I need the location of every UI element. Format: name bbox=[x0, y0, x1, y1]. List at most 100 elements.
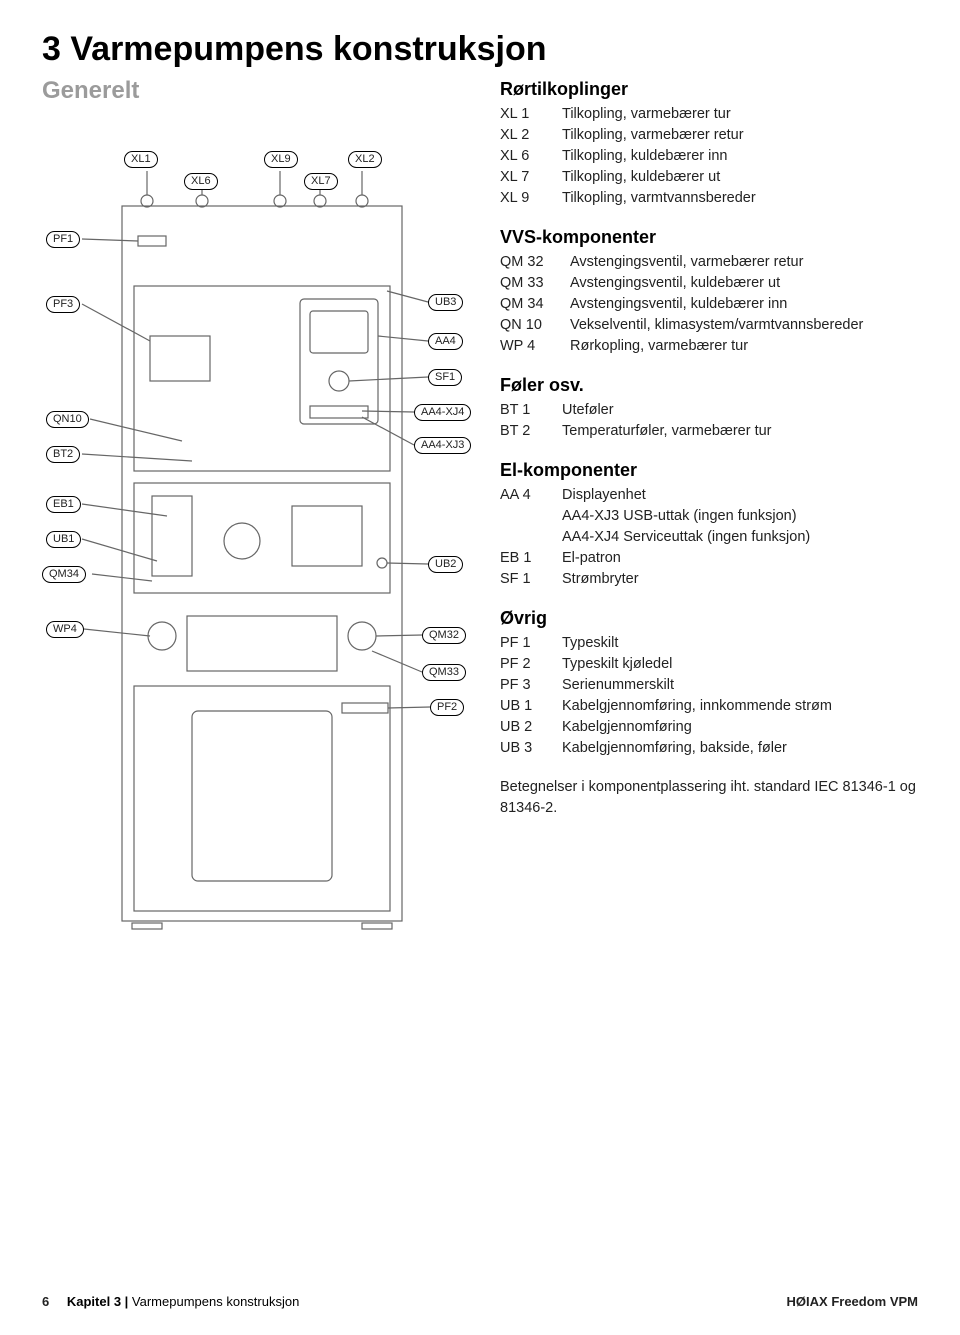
footer-chapter: Kapitel 3 | bbox=[67, 1294, 128, 1309]
section-title-foler: Føler osv. bbox=[500, 375, 918, 396]
definition-row: XL 6Tilkopling, kuldebærer inn bbox=[500, 146, 918, 167]
callout-sf1: SF1 bbox=[428, 369, 462, 386]
definition-desc: Tilkopling, varmebærer tur bbox=[562, 104, 918, 125]
definition-row: XL 9Tilkopling, varmtvannsbereder bbox=[500, 188, 918, 209]
definition-desc: Kabelgjennomføring, bakside, føler bbox=[562, 738, 918, 759]
definition-row: PF 1Typeskilt bbox=[500, 633, 918, 654]
callout-xl7: XL7 bbox=[304, 173, 338, 190]
definition-row: QM 32Avstengingsventil, varmebærer retur bbox=[500, 252, 918, 273]
standards-note: Betegnelser i komponentplassering iht. s… bbox=[500, 777, 918, 819]
callout-ub2: UB2 bbox=[428, 556, 463, 573]
definition-desc: Rørkopling, varmebærer tur bbox=[570, 336, 918, 357]
definition-code: QM 34 bbox=[500, 294, 570, 315]
callout-eb1: EB1 bbox=[46, 496, 81, 513]
definition-row: BT 2Temperaturføler, varmebærer tur bbox=[500, 421, 918, 442]
definition-desc: Kabelgjennomføring bbox=[562, 717, 918, 738]
definition-code: UB 1 bbox=[500, 696, 562, 717]
definition-desc: Avstengingsventil, varmebærer retur bbox=[570, 252, 918, 273]
definition-row: SF 1Strømbryter bbox=[500, 569, 918, 590]
definition-desc: Temperaturføler, varmebærer tur bbox=[562, 421, 918, 442]
callout-wp4: WP4 bbox=[46, 621, 84, 638]
footer-chapter-title: Varmepumpens konstruksjon bbox=[132, 1294, 299, 1309]
definition-code: SF 1 bbox=[500, 569, 562, 590]
callout-qm33: QM33 bbox=[422, 664, 466, 681]
definition-code: UB 2 bbox=[500, 717, 562, 738]
callout-aa4: AA4 bbox=[428, 333, 463, 350]
definition-list: PF 1TypeskiltPF 2Typeskilt kjøledelPF 3S… bbox=[500, 633, 918, 759]
definition-row: WP 4Rørkopling, varmebærer tur bbox=[500, 336, 918, 357]
definition-code: XL 6 bbox=[500, 146, 562, 167]
section-title-ovrig: Øvrig bbox=[500, 608, 918, 629]
callout-aa4-xj4: AA4-XJ4 bbox=[414, 404, 471, 421]
callout-xl2: XL2 bbox=[348, 151, 382, 168]
definition-list: XL 1Tilkopling, varmebærer turXL 2Tilkop… bbox=[500, 104, 918, 209]
definition-desc: Vekselventil, klimasystem/varmtvannsbere… bbox=[570, 315, 918, 336]
definition-desc: Tilkopling, varmebærer retur bbox=[562, 125, 918, 146]
callout-pf1: PF1 bbox=[46, 231, 80, 248]
diagram-column: Generelt bbox=[42, 77, 472, 936]
definition-code bbox=[500, 506, 562, 527]
chapter-title: 3 Varmepumpens konstruksjon bbox=[42, 30, 918, 69]
section-title-vvs: VVS-komponenter bbox=[500, 227, 918, 248]
definition-code: PF 3 bbox=[500, 675, 562, 696]
definition-desc: AA4-XJ3 USB-uttak (ingen funksjon) bbox=[562, 506, 918, 527]
definition-row: AA 4Displayenhet bbox=[500, 485, 918, 506]
callout-xl9: XL9 bbox=[264, 151, 298, 168]
section-title-el: El-komponenter bbox=[500, 460, 918, 481]
definition-row: UB 1Kabelgjennomføring, innkommende strø… bbox=[500, 696, 918, 717]
definition-desc: Displayenhet bbox=[562, 485, 918, 506]
definition-row: XL 7Tilkopling, kuldebærer ut bbox=[500, 167, 918, 188]
definition-row: QN 10Vekselventil, klimasystem/varmtvann… bbox=[500, 315, 918, 336]
callout-aa4-xj3: AA4-XJ3 bbox=[414, 437, 471, 454]
definition-desc: Avstengingsventil, kuldebærer ut bbox=[570, 273, 918, 294]
callout-xl6: XL6 bbox=[184, 173, 218, 190]
diagram-svg bbox=[42, 111, 472, 936]
definition-code: QM 33 bbox=[500, 273, 570, 294]
definition-row: UB 2Kabelgjennomføring bbox=[500, 717, 918, 738]
definitions-column: Rørtilkoplinger XL 1Tilkopling, varmebær… bbox=[500, 77, 918, 936]
definition-row: XL 1Tilkopling, varmebærer tur bbox=[500, 104, 918, 125]
definition-code: PF 2 bbox=[500, 654, 562, 675]
definition-list: QM 32Avstengingsventil, varmebærer retur… bbox=[500, 252, 918, 357]
definition-code: XL 9 bbox=[500, 188, 562, 209]
definition-code: UB 3 bbox=[500, 738, 562, 759]
footer-product: HØIAX Freedom VPM bbox=[787, 1294, 918, 1309]
definition-desc: Strømbryter bbox=[562, 569, 918, 590]
definition-code: XL 2 bbox=[500, 125, 562, 146]
definition-desc: Tilkopling, kuldebærer inn bbox=[562, 146, 918, 167]
definition-row: AA4-XJ3 USB-uttak (ingen funksjon) bbox=[500, 506, 918, 527]
page-footer: 6 Kapitel 3 | Varmepumpens konstruksjon … bbox=[42, 1294, 918, 1309]
definition-desc: Avstengingsventil, kuldebærer inn bbox=[570, 294, 918, 315]
callout-ub3: UB3 bbox=[428, 294, 463, 311]
definition-row: QM 34Avstengingsventil, kuldebærer inn bbox=[500, 294, 918, 315]
definition-code bbox=[500, 527, 562, 548]
definition-code: BT 2 bbox=[500, 421, 562, 442]
definition-desc: Typeskilt kjøledel bbox=[562, 654, 918, 675]
definition-code: QN 10 bbox=[500, 315, 570, 336]
definition-desc: Uteføler bbox=[562, 400, 918, 421]
definition-code: PF 1 bbox=[500, 633, 562, 654]
definition-desc: El-patron bbox=[562, 548, 918, 569]
callout-xl1: XL1 bbox=[124, 151, 158, 168]
callout-pf3: PF3 bbox=[46, 296, 80, 313]
technical-diagram: XL1XL6XL9XL7XL2PF1PF3QN10BT2EB1UB1QM34WP… bbox=[42, 111, 472, 936]
definition-desc: Kabelgjennomføring, innkommende strøm bbox=[562, 696, 918, 717]
definition-code: BT 1 bbox=[500, 400, 562, 421]
page-number: 6 bbox=[42, 1294, 49, 1309]
definition-row: QM 33Avstengingsventil, kuldebærer ut bbox=[500, 273, 918, 294]
callout-pf2: PF2 bbox=[430, 699, 464, 716]
definition-desc: Typeskilt bbox=[562, 633, 918, 654]
definition-desc: Tilkopling, varmtvannsbereder bbox=[562, 188, 918, 209]
definition-code: AA 4 bbox=[500, 485, 562, 506]
section-title-ror: Rørtilkoplinger bbox=[500, 79, 918, 100]
definition-row: PF 2Typeskilt kjøledel bbox=[500, 654, 918, 675]
definition-list: AA 4DisplayenhetAA4-XJ3 USB-uttak (ingen… bbox=[500, 485, 918, 590]
callout-qn10: QN10 bbox=[46, 411, 89, 428]
definition-row: UB 3Kabelgjennomføring, bakside, føler bbox=[500, 738, 918, 759]
definition-code: XL 7 bbox=[500, 167, 562, 188]
definition-code: EB 1 bbox=[500, 548, 562, 569]
callout-bt2: BT2 bbox=[46, 446, 80, 463]
definition-list: BT 1UtefølerBT 2Temperaturføler, varmebæ… bbox=[500, 400, 918, 442]
definition-desc: AA4-XJ4 Serviceuttak (ingen funksjon) bbox=[562, 527, 918, 548]
callout-qm34: QM34 bbox=[42, 566, 86, 583]
